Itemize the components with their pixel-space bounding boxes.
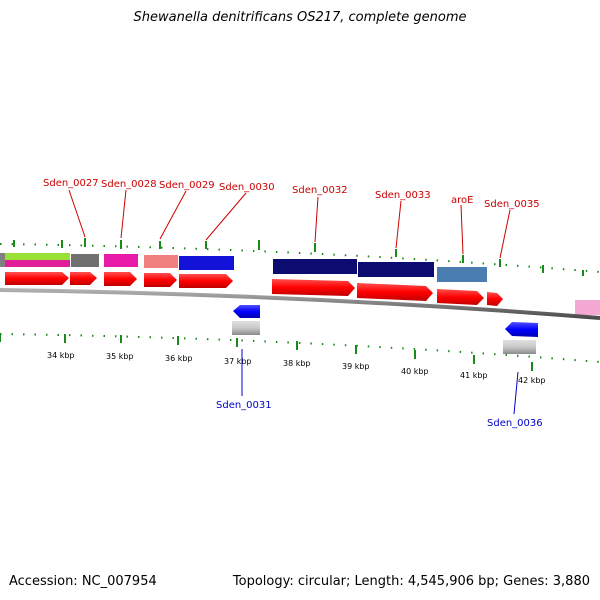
scale-label: 36 kbp — [165, 354, 193, 363]
gene-label-aroe: aroE — [451, 195, 473, 206]
reverse-cds-track — [232, 305, 538, 354]
forward-label-leaders — [68, 189, 511, 259]
gene-label-sden-0029: Sden_0029 — [159, 180, 215, 191]
genome-backbone — [0, 288, 600, 320]
scale-label: 39 kbp — [342, 362, 370, 371]
scale-label: 41 kbp — [460, 371, 488, 380]
map-title: Shewanella denitrificans OS217, complete… — [133, 10, 467, 25]
scale-label: 34 kbp — [47, 351, 75, 360]
gene-label-sden-0035: Sden_0035 — [484, 199, 540, 210]
topology-text: Topology: circular; Length: 4,545,906 bp… — [232, 574, 590, 589]
scale-label: 42 kbp — [518, 376, 546, 385]
scale-label: 40 kbp — [401, 367, 429, 376]
gene-label-sden-0030: Sden_0030 — [219, 182, 275, 193]
lower-tick-track — [0, 333, 600, 371]
gene-label-sden-0028: Sden_0028 — [101, 179, 157, 190]
forward-cds-track — [5, 272, 503, 306]
scale-label: 37 kbp — [224, 357, 252, 366]
gene-label-sden-0032: Sden_0032 — [292, 185, 348, 196]
upper-tick-track — [0, 238, 600, 276]
gene-label-sden-0027: Sden_0027 — [43, 178, 99, 189]
reverse-gene-labels: Sden_0031 Sden_0036 — [216, 400, 543, 429]
gene-label-sden-0036: Sden_0036 — [487, 418, 543, 429]
scale-label: 38 kbp — [283, 359, 311, 368]
feature-track-upper — [0, 253, 600, 315]
gene-label-sden-0031: Sden_0031 — [216, 400, 272, 411]
gene-label-sden-0033: Sden_0033 — [375, 190, 431, 201]
reverse-label-leaders — [241, 349, 519, 415]
accession-text: Accession: NC_007954 — [9, 574, 157, 589]
scale-label: 35 kbp — [106, 352, 134, 361]
scale-labels: 34 kbp 35 kbp 36 kbp 37 kbp 38 kbp 39 kb… — [47, 351, 546, 385]
forward-gene-labels: Sden_0027 Sden_0028 Sden_0029 Sden_0030 … — [43, 178, 540, 210]
